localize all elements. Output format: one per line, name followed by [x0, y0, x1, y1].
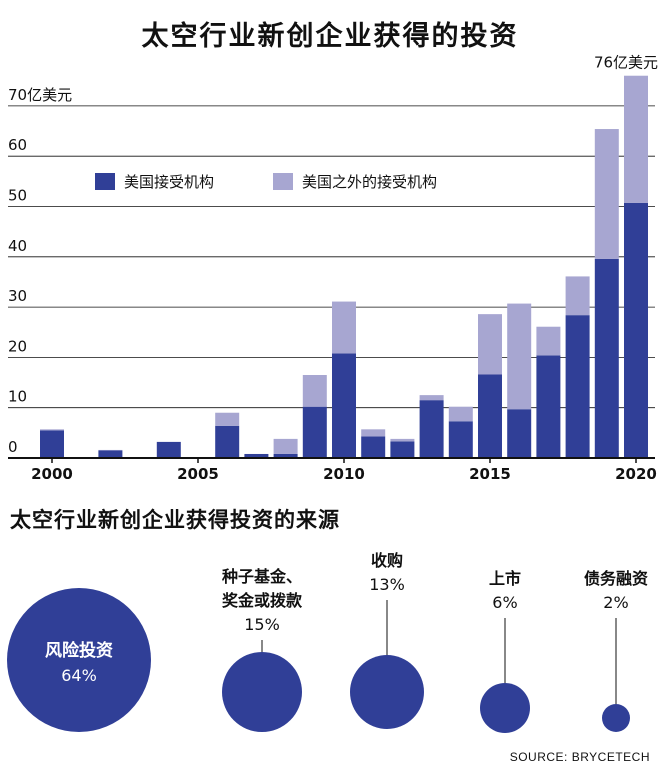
x-tick-label: 2020	[615, 465, 657, 483]
bar-segment	[332, 353, 356, 458]
bar-segment	[565, 276, 590, 316]
bar-segment	[332, 301, 356, 354]
funding-source-name: 奖金或拨款	[222, 591, 303, 610]
x-tick-label: 2015	[469, 465, 511, 483]
bar-segment	[536, 355, 561, 458]
bar-segment	[215, 412, 240, 426]
funding-source-name: 上市	[489, 569, 521, 588]
bar-segment	[507, 303, 532, 410]
bar-segment	[390, 441, 415, 458]
bar-segment	[244, 453, 269, 458]
bar-segment	[419, 400, 444, 458]
funding-bubble	[602, 704, 630, 732]
y-tick-label: 30	[8, 287, 27, 305]
funding-source-name: 收购	[371, 551, 403, 570]
bar-segment	[40, 430, 64, 458]
y-tick-label: 20	[8, 337, 27, 355]
bar-segment	[448, 406, 473, 422]
funding-source-percent: 6%	[492, 593, 517, 612]
y-tick-label: 60	[8, 136, 27, 154]
funding-bubble	[7, 588, 151, 732]
bar-segment	[302, 406, 327, 458]
bar-segment	[361, 436, 386, 458]
legend-label: 美国接受机构	[124, 173, 214, 191]
bar-segment	[624, 75, 648, 203]
bar-segment	[361, 429, 386, 437]
y-tick-label: 40	[8, 237, 27, 255]
bar-segment	[302, 375, 327, 407]
bar-segment	[478, 314, 502, 375]
main-title: 太空行业新创企业获得的投资	[141, 21, 519, 52]
y-tick-label: 70亿美元	[8, 86, 72, 104]
y-tick-label: 10	[8, 388, 27, 406]
funding-source-percent: 64%	[61, 666, 97, 685]
bar-segment	[594, 258, 619, 458]
source-credit: SOURCE: BRYCETECH	[509, 750, 650, 764]
y-tick-label: 0	[8, 438, 18, 456]
funding-bubble	[222, 652, 302, 732]
bar-segment	[624, 202, 648, 458]
funding-bubble	[350, 655, 424, 729]
bar-segment	[478, 374, 502, 458]
funding-source-name: 债务融资	[584, 569, 648, 588]
bar-segment	[98, 450, 123, 458]
bar-segment	[507, 409, 532, 458]
bar-segment	[98, 449, 123, 451]
funding-source-name: 种子基金、	[221, 567, 302, 586]
x-tick-label: 2000	[31, 465, 73, 483]
x-tick-label: 2010	[323, 465, 365, 483]
bar-segment	[215, 425, 240, 458]
y-tick-label: 50	[8, 187, 27, 205]
bar-segment	[156, 441, 181, 458]
section-title-sources: 太空行业新创企业获得投资的来源	[10, 508, 340, 532]
bar-segment	[536, 326, 561, 356]
funding-source-percent: 2%	[603, 593, 628, 612]
funding-bubble	[480, 683, 530, 733]
bar-segment	[565, 315, 590, 458]
bar-segment	[273, 453, 298, 458]
bar-segment	[419, 395, 444, 401]
legend-label: 美国之外的接受机构	[302, 173, 437, 191]
legend-swatch	[95, 173, 115, 190]
funding-source-percent: 15%	[244, 615, 280, 634]
funding-source-percent: 13%	[369, 575, 405, 594]
bar-segment	[40, 429, 64, 431]
bar-segment	[448, 421, 473, 458]
funding-source-name: 风险投资	[45, 640, 113, 661]
bar-segment	[273, 438, 298, 454]
investment-bar-chart: 0 10 20 30 40 50 60 70亿美元 2000 2005 2010 2015 2020 76…	[8, 54, 658, 483]
bar-segment	[594, 129, 619, 259]
x-tick-label: 2005	[177, 465, 219, 483]
bar-segment	[390, 438, 415, 442]
total-annotation: 76亿美元	[594, 54, 658, 72]
legend-swatch	[273, 173, 293, 190]
